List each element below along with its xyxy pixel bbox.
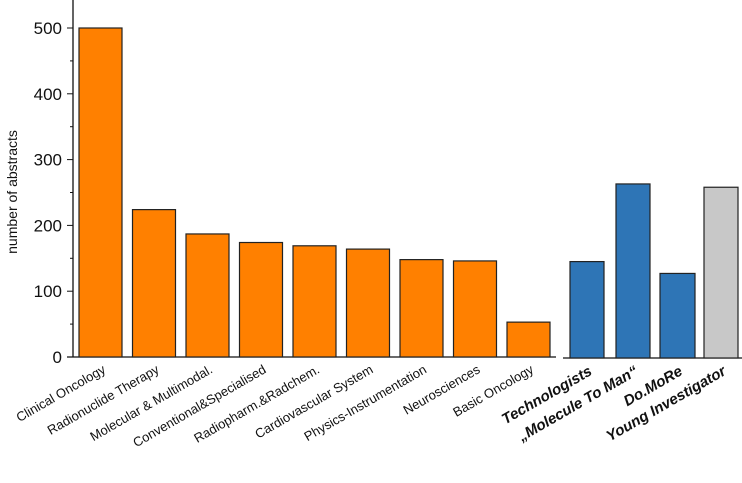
bar [569, 260, 605, 359]
y-tick-label: 400 [34, 85, 62, 104]
y-tick-label: 0 [53, 348, 62, 367]
y-tick-label: 500 [34, 19, 62, 38]
bar [345, 248, 391, 358]
bar [131, 209, 177, 358]
y-tick-label: 200 [34, 216, 62, 235]
bar [292, 245, 337, 358]
bar [399, 259, 444, 358]
y-tick-label: 300 [34, 151, 62, 170]
y-tick-label: 100 [34, 282, 62, 301]
bar [185, 233, 230, 358]
y-axis-label: number of abstracts [4, 130, 20, 254]
bar [703, 186, 739, 359]
bar [452, 260, 498, 358]
bar [238, 241, 284, 358]
bar [615, 183, 651, 359]
bar [78, 27, 123, 358]
bar [506, 321, 551, 358]
bar [659, 272, 696, 359]
